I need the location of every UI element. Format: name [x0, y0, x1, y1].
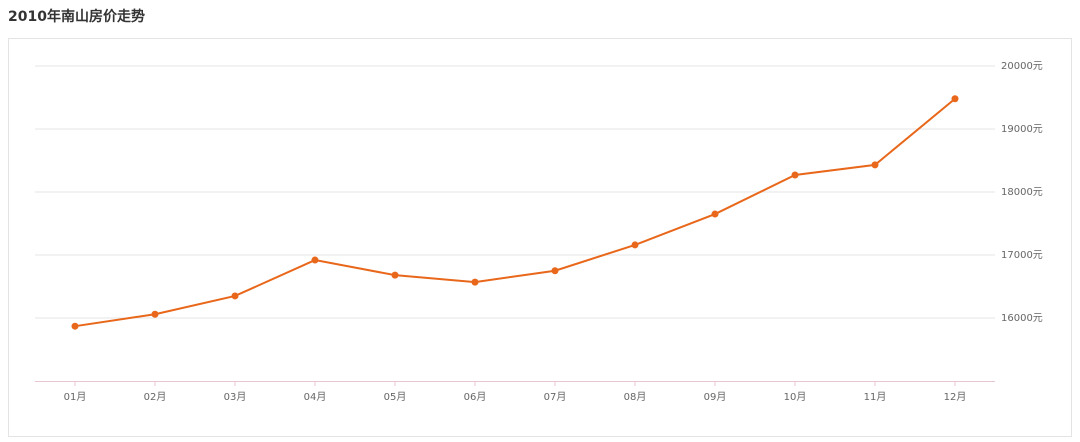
point — [631, 241, 639, 249]
point — [71, 322, 79, 330]
x-tick-label: 05月 — [384, 391, 407, 403]
line — [74, 97, 956, 328]
x-tick-label: 06月 — [464, 391, 487, 403]
x-tick-label: 07月 — [544, 391, 567, 403]
y-tick-label: 16000元 — [1001, 313, 1043, 324]
y-tick-label: 17000元 — [1001, 250, 1043, 261]
chart-title: 2010年南山房价走势 — [8, 8, 145, 25]
point — [791, 171, 799, 179]
point — [231, 292, 239, 300]
y-tick-label: 19000元 — [1001, 124, 1043, 135]
y-tick-label: 18000元 — [1001, 187, 1043, 198]
point — [951, 95, 959, 103]
point — [471, 278, 479, 286]
chart-frame — [8, 38, 1072, 437]
x-tick-label: 01月 — [64, 391, 87, 403]
y-tick-label: 20000元 — [1001, 61, 1043, 72]
point — [311, 256, 319, 264]
x-tick-label: 11月 — [864, 391, 887, 403]
point — [551, 267, 559, 275]
x-tick-label: 10月 — [784, 391, 807, 403]
x-tick-label: 04月 — [304, 391, 327, 403]
x-tick-label: 09月 — [704, 391, 727, 403]
x-tick-label: 08月 — [624, 391, 647, 403]
x-tick-label: 12月 — [944, 391, 967, 403]
x-tick-label: 02月 — [144, 391, 167, 403]
point — [871, 161, 879, 169]
point — [711, 210, 719, 218]
point — [391, 271, 399, 279]
point — [151, 310, 159, 318]
x-tick-label: 03月 — [224, 391, 247, 403]
